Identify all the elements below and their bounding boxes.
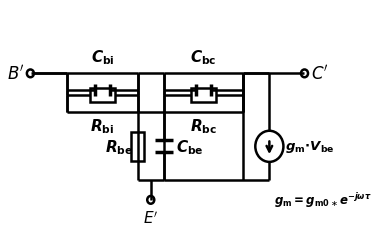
Text: $\boldsymbol{R}_{\mathbf{bc}}$: $\boldsymbol{R}_{\mathbf{bc}}$ xyxy=(190,117,217,135)
Text: $\boldsymbol{g}_{\mathbf{m}}\boldsymbol{=}\boldsymbol{g}_{\mathbf{m0}\ast}\bolds: $\boldsymbol{g}_{\mathbf{m}}\boldsymbol{… xyxy=(274,190,371,209)
Text: $\boldsymbol{C'}$: $\boldsymbol{C'}$ xyxy=(311,65,329,83)
Text: $\boldsymbol{E'}$: $\boldsymbol{E'}$ xyxy=(143,210,158,226)
Text: $\boldsymbol{C}_{\mathbf{bc}}$: $\boldsymbol{C}_{\mathbf{bc}}$ xyxy=(190,48,217,66)
Text: $\boldsymbol{R}_{\mathbf{bi}}$: $\boldsymbol{R}_{\mathbf{bi}}$ xyxy=(90,117,115,135)
Bar xyxy=(191,88,216,102)
Text: $\boldsymbol{C}_{\mathbf{be}}$: $\boldsymbol{C}_{\mathbf{be}}$ xyxy=(176,137,204,156)
Text: $\boldsymbol{B'}$: $\boldsymbol{B'}$ xyxy=(6,65,24,83)
Text: $\boldsymbol{R}_{\mathbf{be}}$: $\boldsymbol{R}_{\mathbf{be}}$ xyxy=(105,137,133,156)
Bar xyxy=(90,88,115,102)
Bar xyxy=(131,132,144,161)
Text: $\boldsymbol{C}_{\mathbf{bi}}$: $\boldsymbol{C}_{\mathbf{bi}}$ xyxy=(90,48,114,66)
Text: $\boldsymbol{g}_{\mathbf{m}}$$\boldsymbol{\cdot}$$\boldsymbol{V}_{\mathbf{be}}$: $\boldsymbol{g}_{\mathbf{m}}$$\boldsymbo… xyxy=(285,139,335,155)
